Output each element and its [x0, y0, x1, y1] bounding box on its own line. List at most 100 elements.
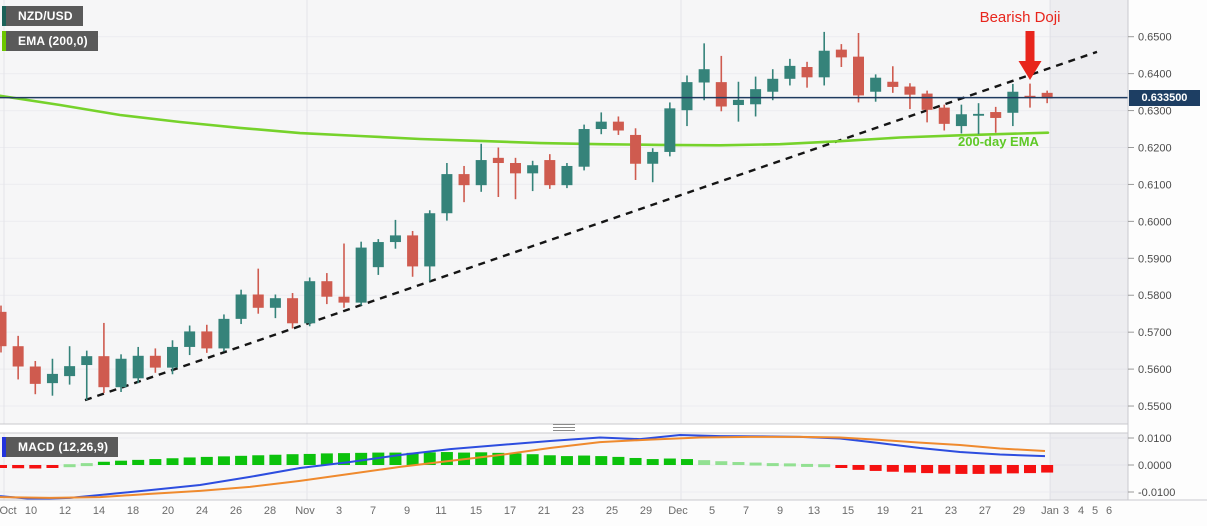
svg-text:12: 12 — [59, 505, 71, 517]
candle-body — [578, 129, 590, 167]
macd-signal-line[interactable] — [0, 435, 1046, 499]
time-axis[interactable]: Oct 10 12 14 18 20 24 26 28 Nov 3 7 9 11 15 17 21 23 25 29 D… — [0, 505, 1112, 517]
svg-text:29: 29 — [640, 505, 652, 517]
candle-body — [64, 366, 76, 377]
macd-histogram-bar — [526, 454, 539, 465]
svg-text:7: 7 — [743, 505, 749, 517]
svg-text:0.5800: 0.5800 — [1138, 290, 1172, 302]
candle-body — [904, 86, 916, 95]
ema-200-line[interactable] — [0, 94, 1050, 147]
svg-text:0.5900: 0.5900 — [1138, 253, 1172, 265]
macd-histogram-bar — [97, 461, 110, 465]
price-axis-strip[interactable] — [1128, 0, 1207, 526]
macd-histogram-bar — [252, 455, 265, 465]
candle-body — [252, 294, 264, 308]
svg-text:3: 3 — [1063, 505, 1069, 517]
macd-histogram-bar — [681, 459, 693, 465]
candle-body — [338, 296, 350, 303]
candle-body — [29, 366, 41, 384]
svg-text:18: 18 — [127, 505, 139, 517]
candle-body — [492, 157, 504, 164]
macd-histogram-bar — [149, 459, 162, 465]
macd-histogram — [0, 452, 1054, 474]
candle-body — [767, 78, 779, 92]
ema-accent-bar — [2, 31, 6, 51]
svg-text:Nov: Nov — [295, 505, 315, 517]
svg-text:9: 9 — [777, 505, 783, 517]
symbol-badge[interactable]: NZD/USD — [2, 6, 83, 26]
panel-resize-grip[interactable] — [553, 424, 575, 431]
svg-text:9: 9 — [404, 505, 410, 517]
svg-text:6: 6 — [1106, 505, 1112, 517]
macd-histogram-bar — [989, 465, 1002, 474]
svg-text:17: 17 — [504, 505, 516, 517]
macd-histogram-bar — [612, 456, 625, 465]
last-price-badge: 0.633500 — [1129, 90, 1200, 106]
candle-body — [510, 163, 521, 174]
main-plot-bg — [0, 0, 1128, 424]
svg-text:10: 10 — [25, 505, 37, 517]
macd-histogram-bar — [406, 452, 419, 465]
ema-indicator-badge[interactable]: EMA (200,0) — [2, 31, 98, 51]
macd-histogram-bar — [0, 465, 7, 468]
macd-histogram-bar — [440, 452, 453, 465]
candle-body — [269, 298, 281, 308]
candle-body — [612, 121, 624, 131]
candle-body — [389, 235, 401, 243]
macd-accent-bar — [2, 437, 6, 457]
candle-body — [870, 77, 882, 92]
candle-body — [544, 160, 556, 186]
future-region-macd — [1050, 433, 1128, 500]
macd-histogram-bar — [715, 461, 728, 465]
svg-text:19: 19 — [877, 505, 889, 517]
candle-body — [115, 358, 127, 388]
svg-text:0.0100: 0.0100 — [1138, 433, 1172, 445]
macd-histogram-bar — [955, 465, 968, 474]
svg-text:5: 5 — [1092, 505, 1098, 517]
macd-histogram-bar — [732, 462, 745, 466]
candle-body — [372, 242, 384, 268]
macd-histogram-bar — [578, 455, 591, 465]
macd-histogram-bar — [663, 458, 676, 465]
svg-text:23: 23 — [945, 505, 957, 517]
macd-histogram-bar — [1041, 465, 1054, 473]
macd-histogram-bar — [217, 456, 230, 465]
svg-text:0.6100: 0.6100 — [1138, 179, 1172, 191]
macd-histogram-bar — [475, 452, 488, 465]
svg-text:20: 20 — [162, 505, 174, 517]
macd-histogram-bar — [509, 453, 522, 465]
svg-text:29: 29 — [1013, 505, 1025, 517]
macd-histogram-bar — [595, 456, 608, 465]
macd-histogram-bar — [972, 465, 985, 474]
candle-body — [595, 121, 607, 130]
macd-histogram-bar — [903, 465, 916, 473]
candle-body — [561, 165, 573, 186]
macd-histogram-bar — [183, 457, 196, 465]
macd-histogram-bar — [200, 456, 213, 465]
svg-text:3: 3 — [336, 505, 342, 517]
macd-histogram-bar — [303, 453, 316, 465]
svg-text:13: 13 — [808, 505, 820, 517]
candle-body — [664, 108, 676, 152]
candle-body — [887, 81, 899, 87]
candle-body — [424, 213, 436, 267]
candle-body — [46, 373, 58, 384]
macd-indicator-badge[interactable]: MACD (12,26,9) — [2, 437, 119, 457]
candle-body — [750, 89, 762, 105]
ema-badge-label: EMA (200,0) — [18, 34, 88, 48]
candle-body — [0, 311, 7, 347]
macd-histogram-bar — [543, 455, 556, 465]
svg-text:0.6500: 0.6500 — [1138, 32, 1172, 44]
time-axis-strip[interactable] — [0, 500, 1128, 526]
macd-histogram-bar — [46, 465, 59, 468]
price-axis[interactable]: 0.6500 0.6400 0.6300 0.6200 0.6100 0.6000 0.59… — [1128, 32, 1175, 499]
macd-histogram-bar — [698, 460, 711, 465]
candle-body — [12, 346, 24, 367]
candle-body — [990, 112, 1002, 118]
svg-text:11: 11 — [435, 505, 446, 517]
ascending-trendline[interactable] — [84, 50, 1098, 402]
candle-body — [287, 298, 299, 324]
svg-text:21: 21 — [538, 505, 550, 517]
macd-line[interactable] — [0, 433, 1046, 501]
